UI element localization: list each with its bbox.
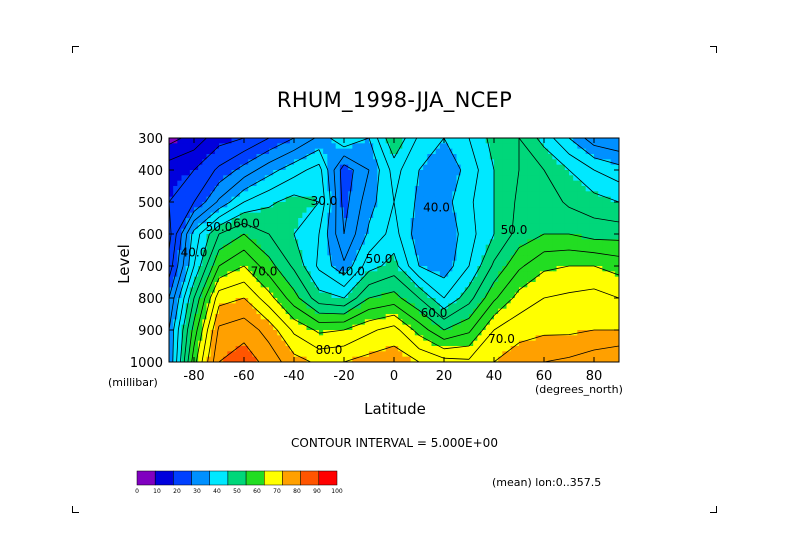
contour-line [207,297,619,362]
colorbar-swatch [300,470,320,486]
colorbar-swatch [209,470,229,486]
contour-line [169,138,354,299]
contour-lines [169,138,619,362]
x-tick-label: -20 [333,369,354,384]
x-axis-unit: (degrees_north) [535,383,623,396]
colorbar-swatch [245,470,265,486]
plot-area: 30.0 40.040.050.0 60.040.050.050.060.070.0… [130,132,620,384]
x-tick-label: 20 [436,369,453,384]
contour-line [172,138,619,362]
colorbar-label: 90 [313,488,321,495]
contour-label: 70.0 [251,265,278,279]
colorbar-swatch [173,470,192,486]
contour-line [169,138,270,279]
y-tick-label: 600 [138,228,163,243]
y-tick-label: 1000 [130,356,163,371]
x-tick-label: 40 [486,369,503,384]
x-tick-label: 60 [536,369,553,384]
contour-line [212,317,619,362]
contour-line [169,138,207,161]
x-tick-label: 0 [390,369,398,384]
y-tick-label: 300 [138,132,163,147]
colorbar-label: 70 [273,488,281,495]
contour-label: 50.0 [206,220,233,234]
colorbar-swatch [154,470,174,486]
contour-label: 30.0 [311,194,338,208]
colorbar-swatch [136,470,156,486]
colorbar-swatch [191,470,210,486]
colorbar-label: 30 [193,488,201,495]
colorbar-label: 100 [331,488,343,495]
contour-line [183,138,619,362]
colorbar-label: 40 [213,488,221,495]
contour-label: 40.0 [423,201,450,215]
contour-line [169,138,245,251]
x-tick-label: -40 [283,369,304,384]
contour-label: 60.0 [233,217,260,231]
y-tick-label: 400 [138,164,163,179]
contour-line [176,138,619,362]
contour-label: 40.0 [338,265,365,279]
contour-line [169,138,182,145]
colorbar-label: 20 [173,488,181,495]
colorbar-swatch [264,470,283,486]
y-tick-label: 500 [138,196,163,211]
contour-fill [169,138,619,362]
contour-line [201,281,619,362]
corner-mark [72,506,79,513]
corner-mark [710,46,717,53]
y-axis-label: Level [115,244,133,284]
contour-line [191,249,619,362]
colorbar-label: 80 [293,488,301,495]
colorbar-label: 10 [153,488,161,495]
contour-label: 40.0 [181,245,208,259]
contour-line [187,233,619,362]
contour-line [180,138,619,362]
colorbar-swatch [227,470,247,486]
colorbar-label: 60 [253,488,261,495]
chart-title: RHUM_1998-JJA_NCEP [276,88,513,112]
colorbar: 0 10 20 30 40 50 60 70 80 90 100 [135,470,343,495]
y-tick-label: 900 [138,324,163,339]
y-axis-unit: (millibar) [108,376,158,389]
colorbar-label: 50 [233,488,241,495]
contour-line [195,265,619,362]
contour-interval-text: CONTOUR INTERVAL = 5.000E+00 [291,436,498,450]
colorbar-label: 0 [135,488,139,495]
x-tick-label: -80 [183,369,204,384]
y-tick-label: 700 [138,260,163,275]
mean-annotation: (mean) lon:0..357.5 [492,476,602,489]
corner-mark [72,46,79,53]
x-tick-label: 80 [586,369,603,384]
y-tick-label: 800 [138,292,163,307]
contour-label: 50.0 [501,223,528,237]
contour-line [218,342,260,362]
contour-line [169,138,619,331]
contour-label: 50.0 [366,252,393,266]
colorbar-swatch [318,470,338,486]
contour-label: 70.0 [488,332,515,346]
x-axis-label: Latitude [364,400,426,418]
corner-mark [710,506,717,513]
contour-label: 60.0 [421,306,448,320]
colorbar-swatch [282,470,301,486]
x-tick-label: -60 [233,369,254,384]
contour-label: 80.0 [316,343,343,357]
